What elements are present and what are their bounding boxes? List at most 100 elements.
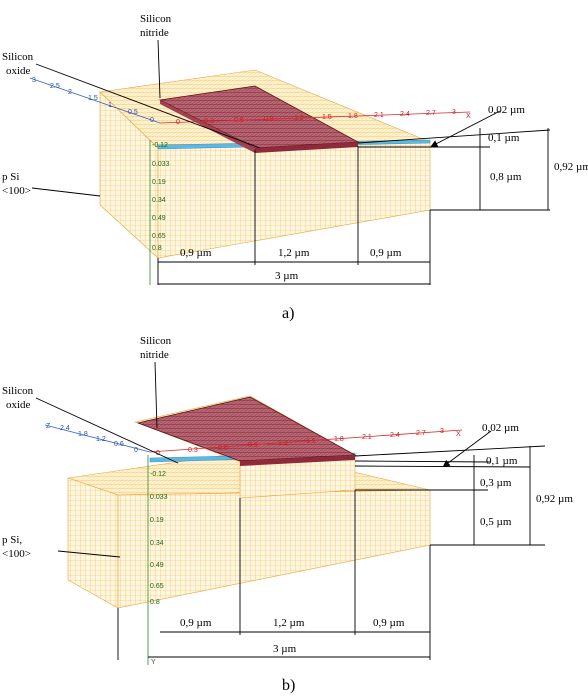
dim-w-mid-a: 1,2 µm bbox=[278, 247, 310, 259]
svg-text:0.65: 0.65 bbox=[150, 583, 164, 590]
svg-text:0: 0 bbox=[176, 119, 180, 126]
svg-text:-0.12: -0.12 bbox=[152, 142, 168, 149]
label-nitride-a-l1: Silicon bbox=[140, 13, 172, 25]
svg-text:0.033: 0.033 bbox=[150, 494, 168, 501]
axis-x-a bbox=[159, 111, 471, 124]
svg-text:1.2: 1.2 bbox=[278, 440, 288, 447]
panel-b: Z 2.4 1.8 1.2 0.6 0 0 0.3 0.6 0.9 1.2 1.… bbox=[2, 335, 573, 694]
caption-a: a) bbox=[282, 305, 294, 322]
svg-text:X: X bbox=[456, 431, 461, 438]
axis-y-ticks-a: -0.12 0.033 0.19 0.34 0.49 0.65 0.8 bbox=[152, 142, 170, 252]
svg-text:0.5: 0.5 bbox=[128, 109, 138, 116]
svg-text:0.9: 0.9 bbox=[248, 442, 258, 449]
axis-y-ticks-b: -0.12 0.033 0.19 0.34 0.49 0.65 0.8 Y bbox=[150, 471, 168, 666]
dim-total-a: 0,92 µm bbox=[554, 161, 588, 173]
svg-text:0.3: 0.3 bbox=[188, 447, 198, 454]
svg-text:1.2: 1.2 bbox=[96, 436, 106, 443]
svg-text:2.1: 2.1 bbox=[362, 434, 372, 441]
svg-text:0.65: 0.65 bbox=[152, 233, 166, 240]
svg-text:0.8: 0.8 bbox=[152, 245, 162, 252]
svg-text:2.5: 2.5 bbox=[50, 83, 60, 90]
svg-text:1.8: 1.8 bbox=[348, 113, 358, 120]
svg-text:0.19: 0.19 bbox=[152, 179, 166, 186]
dim-w-total-a: 3 µm bbox=[275, 270, 299, 282]
panel-a: 3 2.5 2 1.5 1 0.5 0 0 0.3 0.6 0.9 1.2 1.… bbox=[2, 13, 588, 322]
svg-text:0.6: 0.6 bbox=[218, 445, 228, 452]
dim-w-total-b: 3 µm bbox=[273, 643, 297, 655]
svg-text:0.34: 0.34 bbox=[152, 197, 166, 204]
axis-x-ticks-a: 0 0.3 0.6 0.9 1.2 1.5 1.8 2.1 2.4 2.7 3 … bbox=[176, 109, 471, 126]
svg-text:Z: Z bbox=[46, 423, 51, 430]
svg-text:2.7: 2.7 bbox=[426, 110, 436, 117]
svg-text:2.4: 2.4 bbox=[400, 111, 410, 118]
svg-text:-0.12: -0.12 bbox=[150, 471, 166, 478]
nitride-strip-b bbox=[136, 396, 357, 466]
svg-text:1.5: 1.5 bbox=[88, 95, 98, 102]
label-substrate-b-l2: <100> bbox=[2, 548, 31, 560]
dim-total-b: 0,92 µm bbox=[536, 493, 573, 505]
width-dimensions-b: 0,9 µm 1,2 µm 0,9 µm 3 µm bbox=[117, 490, 431, 660]
svg-text:1.5: 1.5 bbox=[306, 438, 316, 445]
label-substrate-a-l2: <100> bbox=[2, 185, 31, 197]
svg-text:2.4: 2.4 bbox=[60, 425, 70, 432]
svg-text:0.49: 0.49 bbox=[152, 215, 166, 222]
svg-text:1.5: 1.5 bbox=[322, 114, 332, 121]
dim-t1-b: 0,02 µm bbox=[482, 422, 519, 434]
svg-text:0.19: 0.19 bbox=[150, 517, 164, 524]
label-substrate-a-l1: p Si bbox=[2, 171, 19, 183]
label-nitride-a-l2: nitride bbox=[140, 27, 169, 39]
label-nitride-b-l1: Silicon bbox=[140, 335, 172, 347]
svg-text:0.8: 0.8 bbox=[150, 599, 160, 606]
label-substrate-b-l1: p Si, bbox=[2, 534, 22, 546]
label-oxide-b-l1: Silicon bbox=[2, 385, 34, 397]
dim-w-mid-b: 1,2 µm bbox=[273, 617, 305, 629]
axis-z-ticks-a: 3 2.5 2 1.5 1 0.5 0 bbox=[32, 77, 154, 124]
svg-text:1.8: 1.8 bbox=[78, 431, 88, 438]
axis-z-a bbox=[29, 77, 161, 124]
svg-text:0: 0 bbox=[134, 447, 138, 454]
depth-dimensions-a: 0,02 µm 0,1 µm 0,8 µm 0,92 µm bbox=[357, 104, 588, 211]
svg-text:0.9: 0.9 bbox=[264, 116, 274, 123]
dim-t4-b: 0,5 µm bbox=[480, 516, 512, 528]
axis-z-b bbox=[44, 424, 151, 453]
svg-text:0.6: 0.6 bbox=[234, 117, 244, 124]
svg-text:3: 3 bbox=[440, 428, 444, 435]
svg-text:1: 1 bbox=[108, 102, 112, 109]
svg-text:2: 2 bbox=[68, 89, 72, 96]
svg-text:3: 3 bbox=[452, 109, 456, 116]
svg-text:Y: Y bbox=[151, 659, 156, 666]
dim-w-left-b: 0,9 µm bbox=[180, 617, 212, 629]
axis-x-b bbox=[149, 429, 463, 453]
svg-text:X: X bbox=[466, 113, 471, 120]
dim-w-right-a: 0,9 µm bbox=[370, 247, 402, 259]
svg-text:3: 3 bbox=[32, 77, 36, 84]
label-oxide-a-l2: oxide bbox=[6, 65, 31, 77]
svg-text:1.2: 1.2 bbox=[294, 115, 304, 122]
label-oxide-b-l2: oxide bbox=[6, 399, 31, 411]
svg-text:2.7: 2.7 bbox=[416, 430, 426, 437]
svg-text:0.49: 0.49 bbox=[150, 562, 164, 569]
svg-text:2.4: 2.4 bbox=[390, 432, 400, 439]
label-oxide-a-l1: Silicon bbox=[2, 51, 34, 63]
label-nitride-b-l2: nitride bbox=[140, 349, 169, 361]
svg-text:0.6: 0.6 bbox=[114, 441, 124, 448]
dim-t2-b: 0,1 µm bbox=[486, 455, 518, 467]
dim-t1-a: 0,02 µm bbox=[488, 104, 525, 116]
width-dimensions-a: 0,9 µm 1,2 µm 0,9 µm 3 µm bbox=[157, 146, 431, 285]
svg-text:0.3: 0.3 bbox=[204, 118, 214, 125]
dim-t3-a: 0,8 µm bbox=[490, 171, 522, 183]
caption-b: b) bbox=[282, 677, 295, 694]
axis-z-ticks-b: Z 2.4 1.8 1.2 0.6 0 bbox=[46, 423, 138, 454]
nitride-strip-a bbox=[158, 85, 360, 153]
svg-text:1.8: 1.8 bbox=[334, 436, 344, 443]
dim-w-left-a: 0,9 µm bbox=[180, 247, 212, 259]
depth-dimensions-b: 0,02 µm 0,1 µm 0,3 µm 0,5 µm 0,92 µm bbox=[354, 422, 573, 546]
svg-text:0.34: 0.34 bbox=[150, 540, 164, 547]
dim-t3-b: 0,3 µm bbox=[480, 477, 512, 489]
dim-w-right-b: 0,9 µm bbox=[373, 617, 405, 629]
svg-text:2.1: 2.1 bbox=[374, 112, 384, 119]
dim-t2-a: 0,1 µm bbox=[488, 132, 520, 144]
svg-text:0: 0 bbox=[150, 117, 154, 124]
svg-text:0.033: 0.033 bbox=[152, 161, 170, 168]
